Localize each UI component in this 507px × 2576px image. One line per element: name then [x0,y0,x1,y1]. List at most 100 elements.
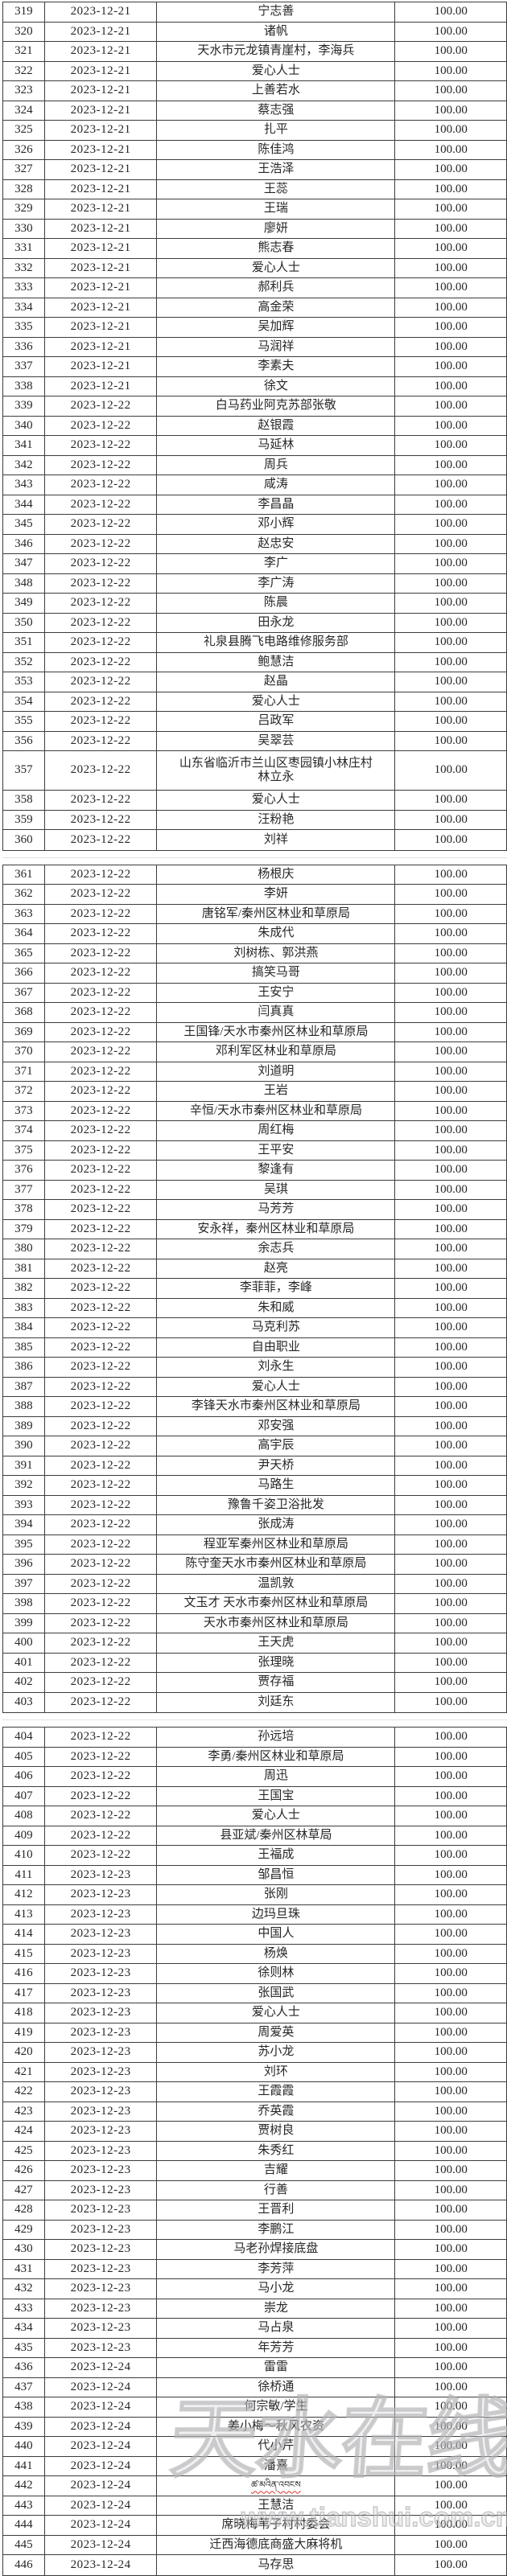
cell-date: 2023-12-22 [45,692,158,711]
cell-index: 332 [3,258,45,277]
cell-date: 2023-12-22 [45,1239,158,1259]
cell-name: 廖妍 [157,219,396,238]
cell-amount: 100.00 [434,1182,468,1196]
cell-name: 张刚 [157,1885,396,1904]
cell-date: 2023-12-23 [45,2240,158,2259]
cell-amount: 100.00 [434,2064,468,2078]
cell-name: 县亚斌/秦州区林草局 [157,1826,396,1845]
table-row: 380 2023-12-22 余志兵 100.00 [3,1239,506,1259]
cell-index: 354 [3,692,45,711]
cell-index: 413 [3,1904,45,1924]
cell-index: 407 [3,1786,45,1806]
cell-index: 444 [3,2516,45,2535]
cell-date: 2023-12-22 [45,396,158,416]
cell-index: 327 [3,160,45,179]
cell-amount: 100.00 [434,1927,468,1941]
cell-index: 421 [3,2062,45,2081]
cell-name: 王岩 [157,1082,396,1101]
cell-index: 382 [3,1279,45,1298]
cell-index: 321 [3,42,45,61]
cell-name: 豫鲁千姿卫浴批发 [157,1495,396,1514]
cell-index: 431 [3,2259,45,2278]
cell-amount: 100.00 [434,2518,468,2532]
cell-name: 马占泉 [157,2319,396,2338]
cell-index: 376 [3,1161,45,1180]
cell-amount: 100.00 [434,1986,468,1999]
cell-date: 2023-12-23 [45,2141,158,2160]
cell-name: 孙远培 [157,1728,396,1747]
table-row: 415 2023-12-23 杨焕 100.00 [3,1944,506,1964]
cell-name: 赵银霞 [157,416,396,435]
table-row: 405 2023-12-22 李勇/秦州区林业和草原局 100.00 [3,1747,506,1767]
cell-date: 2023-12-23 [45,2122,158,2141]
cell-name: 李锋天水市秦州区林业和草原局 [157,1397,396,1416]
cell-index: 438 [3,2397,45,2417]
cell-name: 王晋利 [157,2200,396,2220]
cell-index: 336 [3,337,45,356]
cell-index: 349 [3,594,45,613]
cell-amount: 100.00 [434,1202,468,1216]
table-row: 356 2023-12-22 吴翠芸 100.00 [3,731,506,751]
cell-name: 迁西海德底商盛大麻将机 [157,2535,396,2554]
table-row: 413 2023-12-23 边玛旦珠 100.00 [3,1904,506,1925]
cell-name: 马润祥 [157,337,396,356]
cell-amount: 100.00 [434,2439,468,2453]
cell-name: 王国宝 [157,1786,396,1806]
table-row: 404 2023-12-22 孙远培 100.00 [3,1728,506,1748]
cell-name: 年芳芳 [157,2338,396,2357]
cell-index: 343 [3,475,45,495]
cell-name: 王慧洁 [157,2496,396,2515]
cell-amount: 100.00 [434,1907,468,1921]
cell-date: 2023-12-23 [45,2279,158,2299]
cell-amount: 100.00 [434,1695,468,1709]
cell-date: 2023-12-22 [45,1003,158,1022]
cell-amount: 100.00 [434,1498,468,1511]
cell-name: 杨根庆 [157,865,396,884]
table-row: 434 2023-12-23 马占泉 100.00 [3,2319,506,2339]
table-row: 379 2023-12-22 安永祥，秦州区林业和草原局 100.00 [3,1219,506,1239]
table-row: 418 2023-12-23 爱心人士 100.00 [3,2003,506,2023]
cell-date: 2023-12-21 [45,199,158,219]
cell-amount: 100.00 [434,2262,468,2275]
cell-name: 赵晶 [157,672,396,692]
cell-amount: 100.00 [434,1478,468,1492]
table-row: 320 2023-12-21 诸帆 100.00 [3,22,506,42]
cell-index: 375 [3,1140,45,1160]
cell-name: 刘环 [157,2062,396,2081]
cell-date: 2023-12-22 [45,1358,158,1377]
cell-date: 2023-12-21 [45,101,158,120]
table-row: 385 2023-12-22 自由职业 100.00 [3,1337,506,1358]
cell-amount: 100.00 [434,906,468,920]
cell-date: 2023-12-22 [45,1140,158,1160]
table-row: 349 2023-12-22 陈晨 100.00 [3,594,506,614]
table-row: 322 2023-12-21 爱心人士 100.00 [3,61,506,81]
cell-amount: 100.00 [434,2163,468,2177]
cell-name: 天水市元龙镇青崖村，李海兵 [157,42,396,61]
cell-amount: 100.00 [434,2104,468,2118]
table-segment: 361 2023-12-22 杨根庆 100.00 362 2023-12-22… [2,864,507,1713]
table-row: 388 2023-12-22 李锋天水市秦州区林业和草原局 100.00 [3,1397,506,1417]
cell-name: 邹昌恒 [157,1865,396,1884]
cell-name: 代小芹 [157,2437,396,2456]
cell-index: 403 [3,1692,45,1712]
cell-amount: 100.00 [434,1596,468,1610]
cell-date: 2023-12-22 [45,830,158,850]
cell-date: 2023-12-22 [45,904,158,923]
cell-date: 2023-12-22 [45,573,158,593]
cell-index: 411 [3,1865,45,1884]
table-row: 352 2023-12-22 鲍慧洁 100.00 [3,652,506,672]
cell-date: 2023-12-24 [45,2516,158,2535]
table-row: 361 2023-12-22 杨根庆 100.00 [3,865,506,885]
cell-name: 王平安 [157,1140,396,1160]
cell-date: 2023-12-23 [45,2003,158,2023]
table-row: 382 2023-12-22 李菲菲，李峰 100.00 [3,1279,506,1299]
cell-index: 337 [3,357,45,376]
cell-date: 2023-12-22 [45,1200,158,1219]
table-row: 371 2023-12-22 刘道明 100.00 [3,1062,506,1082]
cell-index: 434 [3,2319,45,2338]
cell-index: 388 [3,1397,45,1416]
table-row: 329 2023-12-21 王瑞 100.00 [3,199,506,220]
cell-name: 崇龙 [157,2299,396,2318]
cell-amount: 100.00 [434,1809,468,1822]
cell-date: 2023-12-22 [45,1298,158,1317]
